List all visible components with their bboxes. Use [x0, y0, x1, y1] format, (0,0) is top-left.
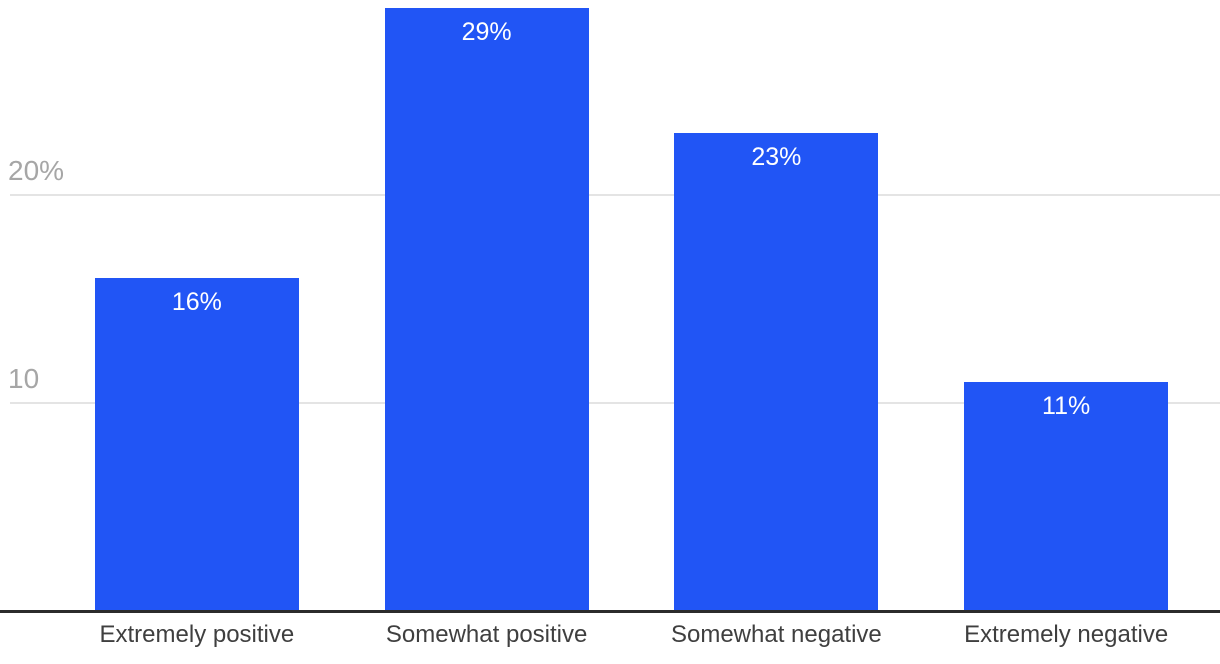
x-tick-label: Somewhat negative [670, 621, 882, 648]
bar-value-label: 29% [461, 18, 512, 47]
bar-value-label: 11% [1042, 392, 1091, 421]
bar-extremely-positive: 16% [94, 278, 299, 611]
bar-somewhat-positive: 29% [384, 8, 589, 611]
x-axis-line [0, 610, 1220, 613]
y-tick-label: 10 [8, 363, 40, 395]
x-tick-label: Extremely negative [964, 621, 1169, 648]
bar-somewhat-negative: 23% [674, 132, 879, 611]
x-tick-label: Somewhat positive [385, 621, 588, 648]
bar-extremely-negative: 11% [964, 382, 1169, 611]
x-tick-label: Extremely positive [99, 621, 295, 648]
gridline-20 [10, 194, 1220, 197]
y-tick-label: 20% [8, 155, 65, 187]
bar-value-label: 23% [751, 142, 802, 171]
bar-value-label: 16% [171, 288, 222, 317]
gridline-10 [10, 402, 1220, 405]
